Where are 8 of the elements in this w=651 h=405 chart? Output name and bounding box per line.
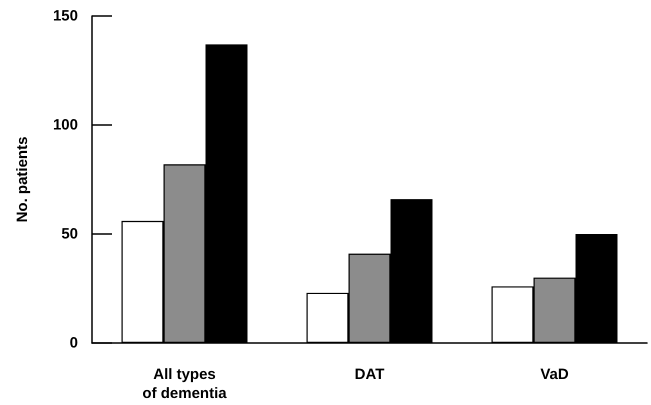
y-axis-title: No. patients xyxy=(14,136,31,222)
y-tick-label: 100 xyxy=(52,116,78,134)
x-tick-label: VaD xyxy=(540,366,569,383)
x-tick-label: DAT xyxy=(354,366,384,383)
y-tick-label: 50 xyxy=(61,226,78,242)
x-tick-label: All types of dementia xyxy=(142,366,228,402)
y-tick-label: 150 xyxy=(52,8,78,24)
y-tick-label: 0 xyxy=(70,334,78,352)
